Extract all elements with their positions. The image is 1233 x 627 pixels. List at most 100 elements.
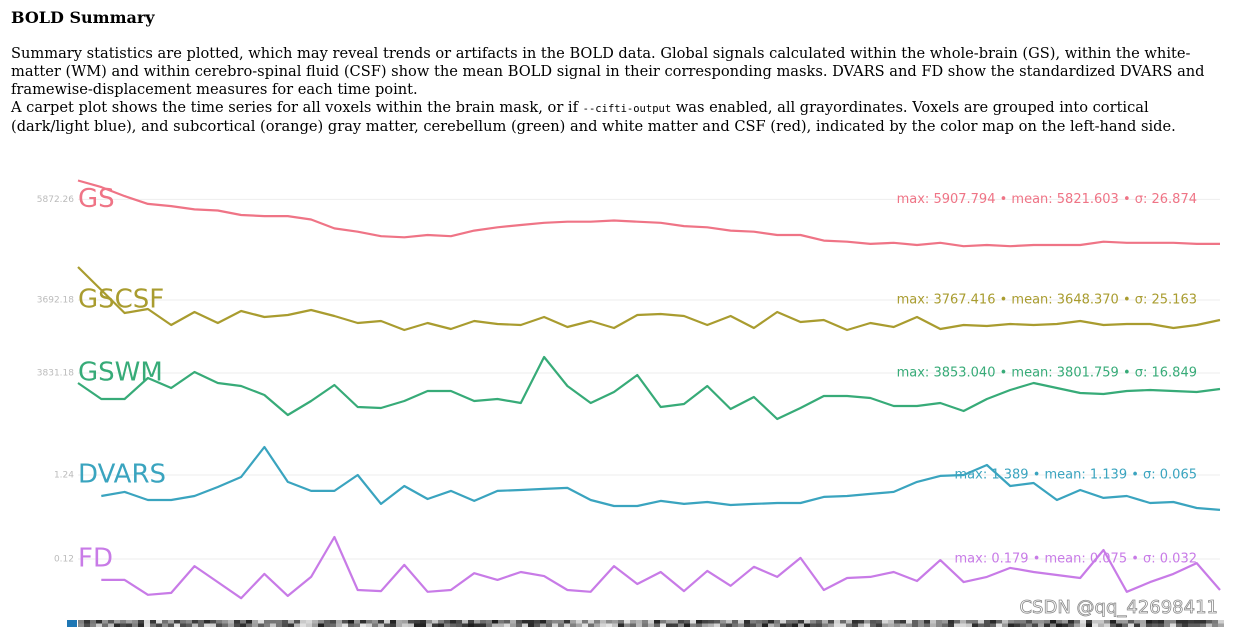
carpet-cell — [282, 623, 288, 627]
carpet-cell — [1110, 623, 1116, 627]
carpet-cell — [288, 623, 294, 627]
carpet-legend — [67, 620, 77, 627]
carpet-cell — [396, 623, 402, 627]
carpet-cell — [870, 620, 876, 624]
carpet-cell — [132, 623, 138, 627]
y-tick-label: 5872.26 — [37, 195, 74, 205]
carpet-cell — [150, 620, 156, 624]
carpet-cell — [582, 620, 588, 624]
carpet-cell — [498, 620, 504, 624]
carpet-cell — [246, 623, 252, 627]
carpet-cell — [1068, 620, 1074, 624]
carpet-cell — [726, 620, 732, 624]
carpet-cell — [366, 620, 372, 624]
carpet-cell — [216, 623, 222, 627]
series-line — [101, 445, 1221, 511]
carpet-cell — [570, 620, 576, 624]
carpet-cell — [1002, 620, 1008, 624]
carpet-cell — [708, 623, 714, 627]
carpet-cell — [768, 623, 774, 627]
carpet-cell — [858, 620, 864, 624]
carpet-cell — [942, 620, 948, 624]
carpet-cell — [360, 620, 366, 624]
carpet-cell — [540, 620, 546, 624]
series-stats: max: 1.389 • mean: 1.139 • σ: 0.065 — [955, 467, 1197, 482]
carpet-cell — [1020, 620, 1026, 624]
carpet-cell — [708, 620, 714, 624]
carpet-cell — [522, 623, 528, 627]
carpet-cell — [1062, 620, 1068, 624]
carpet-cell — [1218, 623, 1224, 627]
carpet-cell — [822, 620, 828, 624]
series-name: GS — [78, 184, 115, 214]
carpet-cell — [558, 620, 564, 624]
carpet-cell — [954, 623, 960, 627]
carpet-cell — [630, 620, 636, 624]
carpet-cell — [150, 623, 156, 627]
carpet-cell — [138, 623, 144, 627]
carpet-cell — [1104, 620, 1110, 624]
carpet-cell — [1164, 620, 1170, 624]
carpet-cell — [606, 620, 612, 624]
carpet-cell — [852, 620, 858, 624]
carpet-cell — [858, 623, 864, 627]
text: A carpet plot shows the time series for … — [11, 99, 583, 116]
carpet-cell — [942, 623, 948, 627]
carpet-cell — [156, 620, 162, 624]
carpet-cell — [660, 620, 666, 624]
carpet-cell — [1038, 620, 1044, 624]
carpet-cell — [528, 620, 534, 624]
carpet-cell — [486, 623, 492, 627]
carpet-cell — [1008, 623, 1014, 627]
carpet-cell — [390, 623, 396, 627]
carpet-cell — [618, 623, 624, 627]
carpet-cell — [510, 623, 516, 627]
carpet-cell — [810, 623, 816, 627]
carpet-cell — [732, 623, 738, 627]
carpet-cell — [762, 623, 768, 627]
carpet-cell — [312, 623, 318, 627]
carpet-cell — [486, 620, 492, 624]
carpet-cell — [144, 623, 150, 627]
carpet-cell — [1128, 620, 1134, 624]
carpet-cell — [426, 623, 432, 627]
carpet-cell — [516, 620, 522, 624]
carpet-cell — [1026, 620, 1032, 624]
carpet-cell — [90, 620, 96, 624]
carpet-cell — [792, 623, 798, 627]
text: was enabled, all grayordinates. Voxels a… — [11, 99, 1176, 135]
carpet-cell — [762, 620, 768, 624]
carpet-cell — [888, 620, 894, 624]
carpet-cell — [1134, 623, 1140, 627]
carpet-cell — [1206, 623, 1212, 627]
carpet-cell — [618, 620, 624, 624]
carpet-cell — [432, 620, 438, 624]
carpet-cell — [438, 620, 444, 624]
carpet-cell — [384, 620, 390, 624]
carpet-cell — [966, 620, 972, 624]
carpet-cell — [474, 620, 480, 624]
carpet-cell — [498, 623, 504, 627]
series-stats: max: 0.179 • mean: 0.075 • σ: 0.032 — [955, 551, 1197, 566]
carpet-cell — [948, 620, 954, 624]
carpet-cell — [912, 620, 918, 624]
carpet-cell — [270, 623, 276, 627]
carpet-cell — [312, 620, 318, 624]
carpet-cell — [1200, 620, 1206, 624]
carpet-cell — [744, 620, 750, 624]
carpet-cell — [504, 620, 510, 624]
carpet-cell — [978, 620, 984, 624]
y-tick-label: 1.24 — [54, 470, 74, 480]
carpet-cell — [252, 620, 258, 624]
carpet-cell — [1050, 623, 1056, 627]
carpet-cell — [282, 620, 288, 624]
carpet-cell — [966, 623, 972, 627]
carpet-cell — [600, 620, 606, 624]
carpet-cell — [114, 620, 120, 624]
carpet-cell — [210, 620, 216, 624]
carpet-cell — [564, 620, 570, 624]
watermark: CSDN @qq_42698411 — [1019, 597, 1218, 618]
carpet-cell — [546, 623, 552, 627]
carpet-cell — [1080, 623, 1086, 627]
carpet-cell — [924, 623, 930, 627]
